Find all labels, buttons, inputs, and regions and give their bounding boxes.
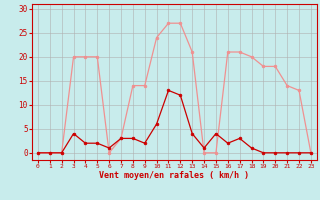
X-axis label: Vent moyen/en rafales ( km/h ): Vent moyen/en rafales ( km/h ) [100,171,249,180]
